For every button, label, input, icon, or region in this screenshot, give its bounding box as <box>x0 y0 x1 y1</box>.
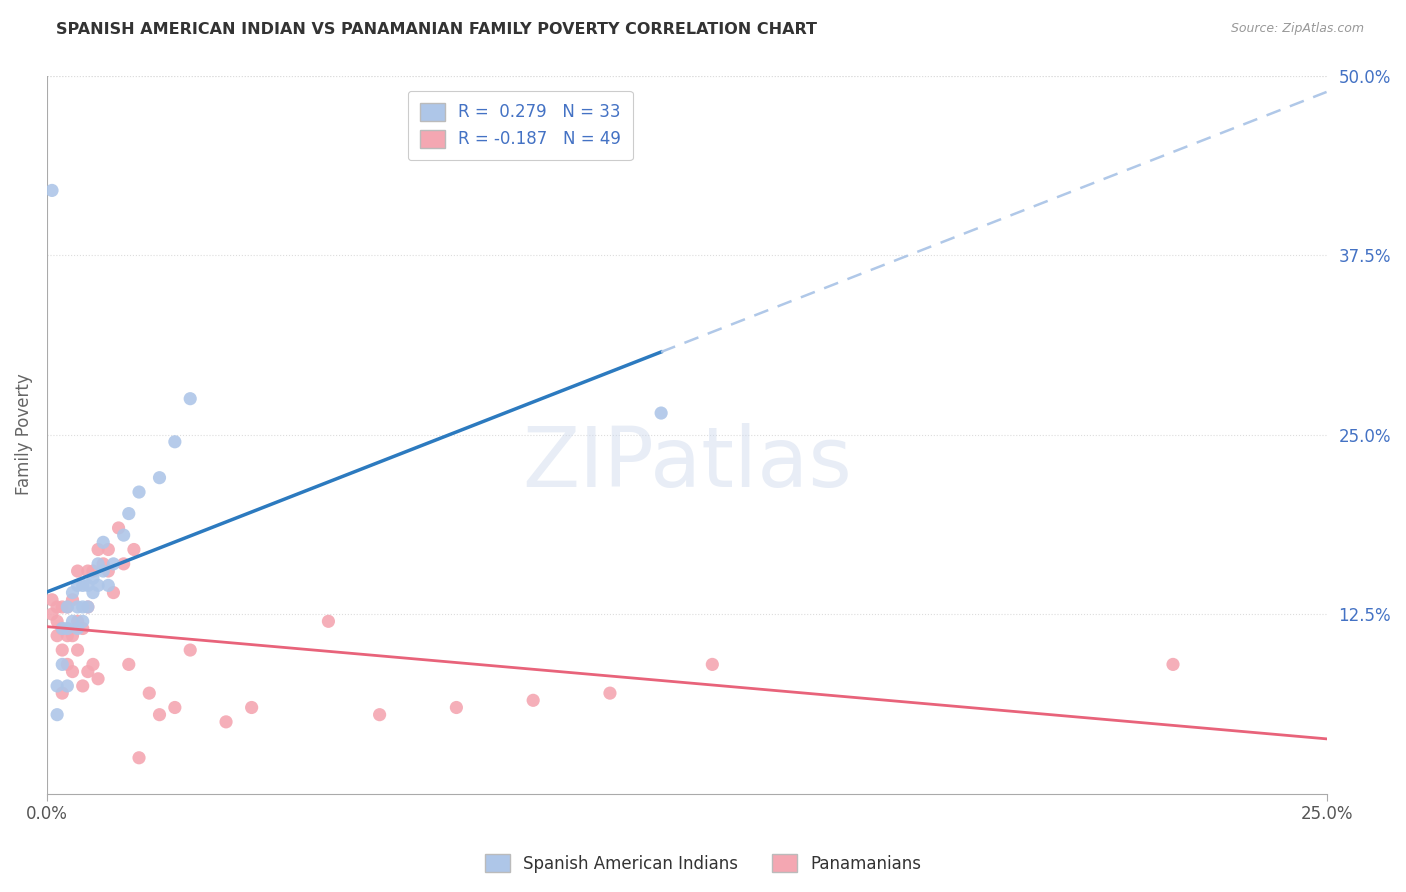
Point <box>62 629 84 643</box>
Point <box>72 679 94 693</box>
Point <box>46 615 69 629</box>
Point <box>128 751 150 765</box>
Point <box>72 622 94 636</box>
Point <box>368 707 391 722</box>
Point <box>107 521 129 535</box>
Point <box>599 686 621 700</box>
Point <box>41 592 63 607</box>
Point <box>240 700 263 714</box>
Point <box>56 622 79 636</box>
Point <box>66 578 89 592</box>
Point <box>66 615 89 629</box>
Point <box>56 679 79 693</box>
Text: SPANISH AMERICAN INDIAN VS PANAMANIAN FAMILY POVERTY CORRELATION CHART: SPANISH AMERICAN INDIAN VS PANAMANIAN FA… <box>56 22 817 37</box>
Point <box>56 599 79 614</box>
Point <box>163 700 186 714</box>
Point <box>62 592 84 607</box>
Point <box>128 485 150 500</box>
Point <box>118 507 141 521</box>
Point <box>62 665 84 679</box>
Point <box>82 657 104 672</box>
Point <box>46 707 69 722</box>
Point <box>91 535 114 549</box>
Text: Source: ZipAtlas.com: Source: ZipAtlas.com <box>1230 22 1364 36</box>
Point <box>76 578 98 592</box>
Point <box>62 585 84 599</box>
Point <box>72 615 94 629</box>
Point <box>179 643 201 657</box>
Point <box>87 557 110 571</box>
Point <box>215 714 238 729</box>
Text: ZIPatlas: ZIPatlas <box>522 423 852 504</box>
Legend: R =  0.279   N = 33, R = -0.187   N = 49: R = 0.279 N = 33, R = -0.187 N = 49 <box>408 91 633 160</box>
Point <box>179 392 201 406</box>
Point <box>138 686 160 700</box>
Point <box>66 564 89 578</box>
Point <box>112 557 135 571</box>
Point <box>163 434 186 449</box>
Point <box>446 700 468 714</box>
Point <box>51 657 73 672</box>
Point <box>66 622 89 636</box>
Point <box>46 679 69 693</box>
Point <box>62 615 84 629</box>
Point <box>76 665 98 679</box>
Point <box>72 599 94 614</box>
Point <box>87 672 110 686</box>
Point <box>82 571 104 585</box>
Legend: Spanish American Indians, Panamanians: Spanish American Indians, Panamanians <box>478 847 928 880</box>
Point <box>82 585 104 599</box>
Point <box>112 528 135 542</box>
Point <box>650 406 672 420</box>
Point <box>118 657 141 672</box>
Point <box>41 607 63 621</box>
Point <box>91 557 114 571</box>
Point <box>522 693 544 707</box>
Point <box>41 183 63 197</box>
Point <box>76 599 98 614</box>
Point <box>91 564 114 578</box>
Point <box>97 578 120 592</box>
Point <box>702 657 724 672</box>
Point <box>51 686 73 700</box>
Point <box>66 599 89 614</box>
Point <box>318 615 340 629</box>
Point <box>56 629 79 643</box>
Point <box>56 599 79 614</box>
Point <box>82 564 104 578</box>
Point <box>76 599 98 614</box>
Y-axis label: Family Poverty: Family Poverty <box>15 374 32 495</box>
Point <box>51 643 73 657</box>
Point <box>51 622 73 636</box>
Point <box>51 599 73 614</box>
Point <box>103 557 125 571</box>
Point <box>122 542 145 557</box>
Point <box>148 707 170 722</box>
Point <box>87 578 110 592</box>
Point <box>51 622 73 636</box>
Point <box>1161 657 1184 672</box>
Point <box>46 599 69 614</box>
Point <box>46 629 69 643</box>
Point <box>148 471 170 485</box>
Point <box>103 585 125 599</box>
Point <box>56 657 79 672</box>
Point <box>76 564 98 578</box>
Point <box>72 578 94 592</box>
Point <box>87 542 110 557</box>
Point <box>66 643 89 657</box>
Point <box>97 564 120 578</box>
Point <box>97 542 120 557</box>
